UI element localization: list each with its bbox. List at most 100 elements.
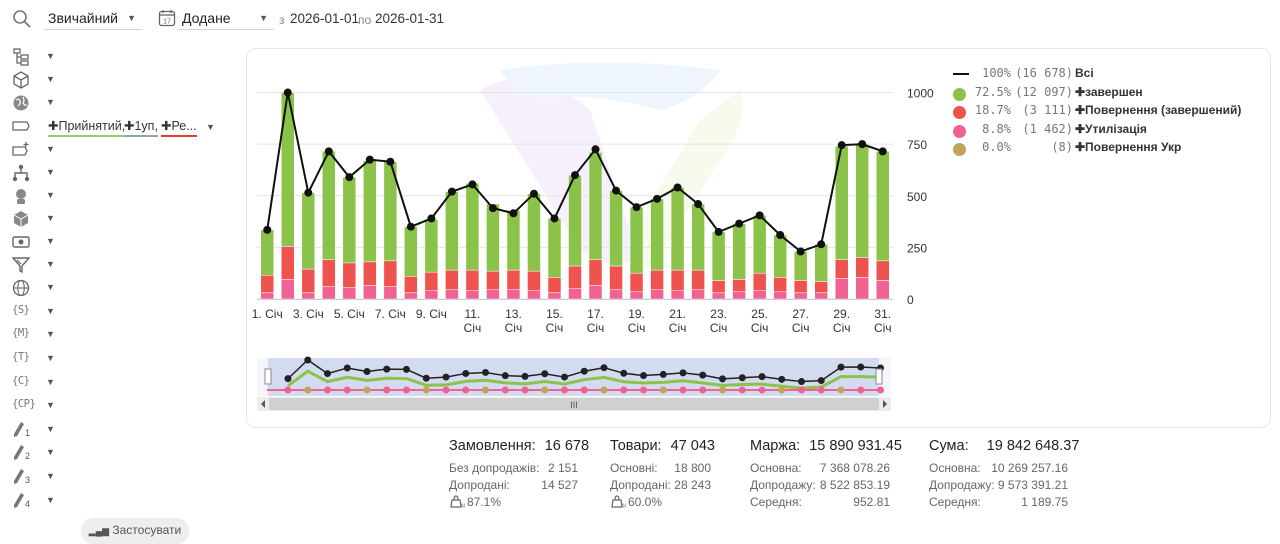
bar-segment[interactable] — [465, 290, 480, 300]
date-from-input[interactable]: 2026-01-01 — [290, 11, 360, 26]
bar-segment[interactable] — [383, 286, 398, 300]
filter-network[interactable]: ▼ — [12, 162, 72, 184]
line-point[interactable] — [550, 214, 559, 223]
bar-segment[interactable] — [301, 268, 316, 294]
bar-segment[interactable] — [670, 269, 685, 291]
bar-segment[interactable] — [301, 292, 316, 300]
line-point[interactable] — [714, 227, 723, 236]
bar-segment[interactable] — [875, 280, 890, 300]
bar-segment[interactable] — [404, 292, 418, 300]
calendar-icon[interactable]: 17 — [158, 9, 176, 27]
bar-segment[interactable] — [670, 187, 685, 271]
bar-segment[interactable] — [855, 257, 869, 278]
line-point[interactable] — [447, 187, 456, 196]
date-type-select[interactable]: Додане ▼ — [178, 8, 274, 30]
line-point[interactable] — [776, 230, 785, 239]
bar-segment[interactable] — [445, 191, 459, 271]
bar-segment[interactable] — [486, 270, 500, 290]
bar-segment[interactable] — [650, 198, 664, 271]
apply-button[interactable]: ▂▄▆ Застосувати — [81, 518, 189, 544]
filter-funnel[interactable]: ▼ — [12, 254, 72, 276]
bar-segment[interactable] — [260, 292, 275, 300]
bar-segment[interactable] — [588, 152, 603, 261]
filter-hierarchy[interactable]: ▼ — [12, 46, 72, 68]
bar-segment[interactable] — [547, 292, 562, 300]
line-point[interactable] — [837, 141, 846, 150]
bar-segment[interactable] — [814, 292, 828, 300]
bar-segment[interactable] — [773, 291, 787, 300]
line-point[interactable] — [283, 88, 292, 97]
bar-segment[interactable] — [793, 292, 808, 300]
line-point[interactable] — [796, 247, 805, 256]
bar-segment[interactable] — [650, 269, 664, 290]
bar-segment[interactable] — [609, 265, 623, 290]
bar-segment[interactable] — [711, 280, 726, 294]
status-chips[interactable]: ✚Прийнятий, ✚1уп, ✚Ре... ▼ — [48, 117, 223, 137]
filter-manager[interactable]: ▼ — [12, 185, 72, 207]
bar-segment[interactable] — [855, 143, 869, 258]
search-icon[interactable] — [12, 9, 32, 29]
bar-segment[interactable] — [424, 219, 439, 273]
bar-segment[interactable] — [752, 272, 767, 291]
bar-segment[interactable] — [814, 281, 828, 294]
bar-segment[interactable] — [793, 251, 808, 281]
bar-segment[interactable] — [670, 290, 685, 300]
bar-segment[interactable] — [486, 289, 500, 300]
bar-segment[interactable] — [506, 209, 521, 271]
bar-segment[interactable] — [691, 203, 705, 271]
bar-segment[interactable] — [629, 272, 644, 293]
line-point[interactable] — [612, 186, 621, 195]
line-point[interactable] — [673, 183, 682, 192]
bar-segment[interactable] — [465, 269, 480, 291]
line-point[interactable] — [817, 240, 826, 249]
bar-segment[interactable] — [588, 259, 603, 286]
bar-segment[interactable] — [855, 277, 869, 300]
bar-segment[interactable] — [568, 174, 582, 267]
bar-segment[interactable] — [568, 288, 582, 300]
bar-segment[interactable] — [322, 259, 336, 287]
filter-product[interactable]: ▼ — [12, 69, 72, 91]
range-navigator[interactable]: III — [257, 356, 891, 412]
bar-segment[interactable] — [773, 277, 787, 293]
bar-segment[interactable] — [732, 223, 746, 280]
bar-segment[interactable] — [301, 192, 316, 270]
bar-segment[interactable] — [732, 279, 746, 293]
date-to-input[interactable]: 2026-01-31 — [375, 11, 445, 26]
line-point[interactable] — [324, 147, 333, 156]
line-point[interactable] — [386, 157, 395, 166]
bar-segment[interactable] — [732, 291, 746, 300]
bar-segment[interactable] — [486, 203, 500, 272]
bar-segment[interactable] — [260, 275, 275, 294]
line-point[interactable] — [878, 147, 887, 156]
bar-segment[interactable] — [629, 206, 644, 274]
mode-select[interactable]: Звичайний ▼ — [44, 8, 142, 30]
bar-segment[interactable] — [793, 280, 808, 294]
line-point[interactable] — [406, 222, 415, 231]
filter-utm-campaign[interactable]: {CP} ▼ — [12, 395, 72, 417]
bar-segment[interactable] — [875, 151, 890, 262]
scroll-left-icon[interactable] — [261, 400, 265, 408]
bar-segment[interactable] — [691, 269, 705, 290]
status-chip[interactable]: ✚Ре... — [161, 118, 197, 137]
bar-segment[interactable] — [650, 289, 664, 300]
bar-segment[interactable] — [363, 160, 377, 263]
line-point[interactable] — [755, 211, 764, 220]
scroll-right-icon[interactable] — [883, 400, 887, 408]
line-point[interactable] — [488, 204, 497, 213]
bar-segment[interactable] — [609, 190, 623, 267]
bar-segment[interactable] — [342, 176, 357, 264]
line-point[interactable] — [509, 209, 518, 218]
filter-utm-medium[interactable]: {M} ▼ — [12, 324, 72, 346]
line-point[interactable] — [529, 189, 538, 198]
bar-segment[interactable] — [547, 277, 562, 294]
filter-status-extra[interactable]: ▼ — [12, 139, 72, 161]
bar-segment[interactable] — [445, 269, 459, 290]
bar-segment[interactable] — [834, 259, 849, 279]
bar-segment[interactable] — [506, 289, 521, 300]
filter-utm-source[interactable]: {S} ▼ — [12, 301, 72, 323]
filter-utm-term[interactable]: {T} ▼ — [12, 348, 72, 370]
bar-segment[interactable] — [629, 291, 644, 300]
bar-segment[interactable] — [404, 226, 418, 277]
bar-segment[interactable] — [342, 287, 357, 300]
line-point[interactable] — [468, 180, 477, 189]
